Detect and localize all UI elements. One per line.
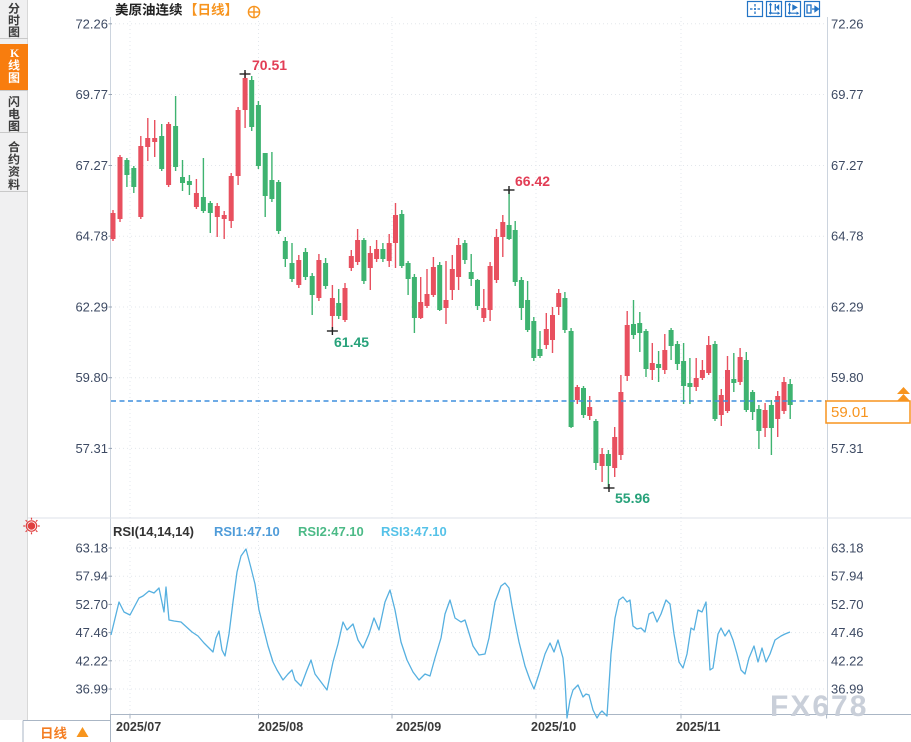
svg-text:47.46: 47.46 <box>75 625 108 640</box>
svg-text:62.29: 62.29 <box>831 300 864 315</box>
svg-text:64.78: 64.78 <box>831 229 864 244</box>
svg-text:59.80: 59.80 <box>75 370 108 385</box>
svg-text:67.27: 67.27 <box>75 158 108 173</box>
svg-text:55.96: 55.96 <box>615 490 650 506</box>
svg-text:66.42: 66.42 <box>515 173 550 189</box>
svg-text:FX678: FX678 <box>770 690 868 723</box>
svg-text:59.01: 59.01 <box>831 404 869 421</box>
svg-text:57.31: 57.31 <box>831 441 864 456</box>
svg-text:2025/08: 2025/08 <box>258 720 303 734</box>
svg-text:57.31: 57.31 <box>75 441 108 456</box>
svg-text:63.18: 63.18 <box>75 541 108 556</box>
svg-text:69.77: 69.77 <box>75 87 108 102</box>
svg-text:36.99: 36.99 <box>831 682 864 697</box>
svg-text:52.70: 52.70 <box>831 597 864 612</box>
svg-text:RSI2:47.10: RSI2:47.10 <box>298 524 364 539</box>
svg-text:72.26: 72.26 <box>831 16 864 31</box>
svg-text:42.22: 42.22 <box>75 653 108 668</box>
svg-text:57.94: 57.94 <box>75 569 108 584</box>
svg-text:2025/10: 2025/10 <box>531 720 576 734</box>
svg-text:47.46: 47.46 <box>831 625 864 640</box>
svg-text:2025/11: 2025/11 <box>676 720 721 734</box>
svg-text:42.22: 42.22 <box>831 653 864 668</box>
svg-text:57.94: 57.94 <box>831 569 864 584</box>
svg-text:RSI1:47.10: RSI1:47.10 <box>214 524 280 539</box>
svg-text:RSI(14,14,14): RSI(14,14,14) <box>113 524 194 539</box>
svg-text:67.27: 67.27 <box>831 158 864 173</box>
svg-text:69.77: 69.77 <box>831 87 864 102</box>
svg-text:63.18: 63.18 <box>831 541 864 556</box>
svg-text:72.26: 72.26 <box>75 16 108 31</box>
svg-text:70.51: 70.51 <box>252 57 287 73</box>
svg-text:52.70: 52.70 <box>75 597 108 612</box>
svg-text:2025/09: 2025/09 <box>396 720 441 734</box>
svg-text:K: K <box>10 46 20 60</box>
svg-text:62.29: 62.29 <box>75 300 108 315</box>
svg-text:36.99: 36.99 <box>75 682 108 697</box>
svg-text:2025/07: 2025/07 <box>116 720 161 734</box>
svg-text:61.45: 61.45 <box>334 334 369 350</box>
svg-text:59.80: 59.80 <box>831 370 864 385</box>
svg-text:64.78: 64.78 <box>75 229 108 244</box>
svg-text:RSI3:47.10: RSI3:47.10 <box>381 524 447 539</box>
